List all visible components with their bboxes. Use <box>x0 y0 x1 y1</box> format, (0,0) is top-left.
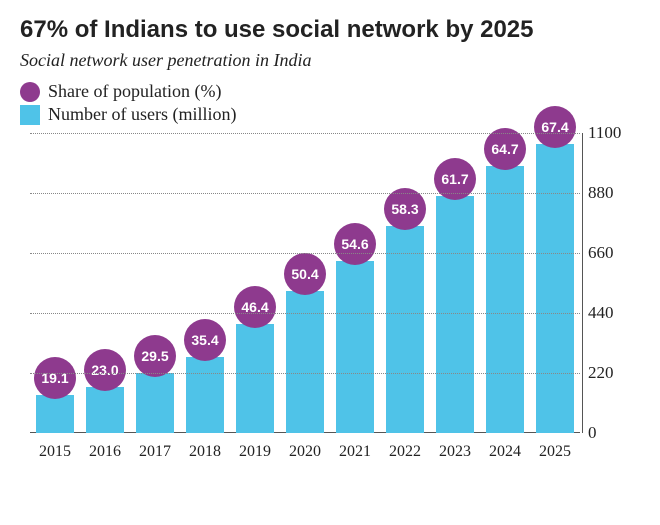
share-circle: 64.7 <box>484 128 526 170</box>
bars-group: 19.123.029.535.446.450.454.658.361.764.7… <box>30 133 580 433</box>
share-circle: 54.6 <box>334 223 376 265</box>
x-tick-label: 2023 <box>433 443 477 473</box>
x-axis: 2015201620172018201920202021202220232024… <box>30 443 580 473</box>
legend-label-share: Share of population (%) <box>48 81 221 102</box>
x-tick-label: 2015 <box>33 443 77 473</box>
bar-column: 35.4 <box>183 357 227 433</box>
bar <box>236 324 274 433</box>
x-tick-label: 2022 <box>383 443 427 473</box>
grid-line <box>30 373 580 374</box>
bar-column: 61.7 <box>433 196 477 433</box>
share-circle: 58.3 <box>384 188 426 230</box>
share-circle: 23.0 <box>84 349 126 391</box>
bar-column: 67.4 <box>533 144 577 433</box>
share-circle: 67.4 <box>534 106 576 148</box>
share-circle: 29.5 <box>134 335 176 377</box>
bar-column: 58.3 <box>383 226 427 433</box>
x-tick-label: 2021 <box>333 443 377 473</box>
square-icon <box>20 105 40 125</box>
y-tick-label: 440 <box>588 303 614 323</box>
bar-column: 29.5 <box>133 373 177 433</box>
bar <box>36 395 74 433</box>
plot-area: 19.123.029.535.446.450.454.658.361.764.7… <box>30 133 580 433</box>
x-tick-label: 2024 <box>483 443 527 473</box>
share-circle: 46.4 <box>234 286 276 328</box>
bar-column: 54.6 <box>333 261 377 433</box>
chart-title: 67% of Indians to use social network by … <box>20 16 640 44</box>
bar <box>386 226 424 433</box>
bar <box>436 196 474 433</box>
x-tick-label: 2019 <box>233 443 277 473</box>
x-tick-label: 2018 <box>183 443 227 473</box>
y-tick-label: 660 <box>588 243 614 263</box>
bar <box>136 373 174 433</box>
x-tick-label: 2016 <box>83 443 127 473</box>
y-axis: 02204406608801100 <box>582 133 632 433</box>
bar <box>536 144 574 433</box>
bar-column: 19.1 <box>33 395 77 433</box>
bar-column: 23.0 <box>83 387 127 433</box>
x-tick-label: 2020 <box>283 443 327 473</box>
bar <box>86 387 124 433</box>
y-tick-label: 880 <box>588 183 614 203</box>
y-tick-label: 1100 <box>588 123 621 143</box>
grid-line <box>30 313 580 314</box>
bar <box>486 166 524 433</box>
share-circle: 35.4 <box>184 319 226 361</box>
share-circle: 50.4 <box>284 253 326 295</box>
bar-column: 64.7 <box>483 166 527 433</box>
bar-column: 46.4 <box>233 324 277 433</box>
bar <box>336 261 374 433</box>
circle-icon <box>20 82 40 102</box>
share-circle: 19.1 <box>34 357 76 399</box>
bar <box>186 357 224 433</box>
y-tick-label: 220 <box>588 363 614 383</box>
legend-label-users: Number of users (million) <box>48 104 236 125</box>
legend-item-share: Share of population (%) <box>20 81 640 102</box>
y-tick-label: 0 <box>588 423 597 443</box>
x-tick-label: 2025 <box>533 443 577 473</box>
chart-subtitle: Social network user penetration in India <box>20 50 640 71</box>
x-tick-label: 2017 <box>133 443 177 473</box>
chart-area: 19.123.029.535.446.450.454.658.361.764.7… <box>20 133 640 473</box>
grid-line <box>30 253 580 254</box>
grid-line <box>30 193 580 194</box>
grid-line <box>30 133 580 134</box>
chart-container: 67% of Indians to use social network by … <box>0 0 660 525</box>
